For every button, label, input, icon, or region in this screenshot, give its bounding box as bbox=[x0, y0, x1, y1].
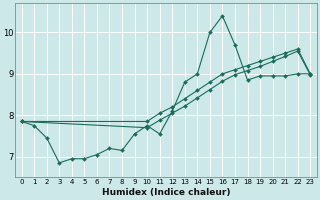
X-axis label: Humidex (Indice chaleur): Humidex (Indice chaleur) bbox=[102, 188, 230, 197]
